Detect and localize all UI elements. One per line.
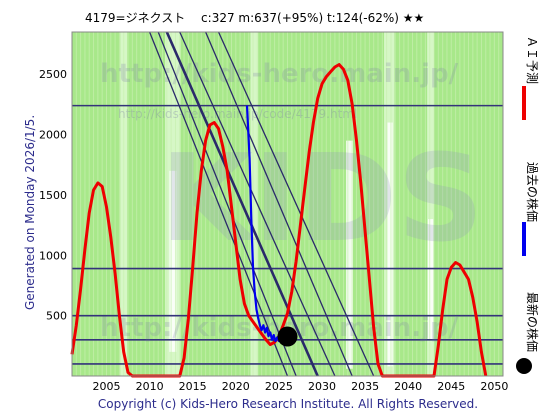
watermark-url: http://kids-hero.main.jp/	[100, 59, 459, 89]
latest-price-dot	[277, 326, 298, 347]
legend-label-0: ＡＩ予測	[525, 36, 539, 84]
copyright-text: Copyright (c) Kids-Hero Research Institu…	[98, 397, 478, 411]
light-band-4	[427, 32, 435, 376]
legend-label-1: 過去の株価	[525, 162, 540, 222]
trend-line-2	[165, 31, 319, 377]
white-band-3	[428, 219, 434, 340]
trend-line-5	[217, 31, 375, 377]
x-tick-label: 2040	[394, 380, 422, 393]
trend-lines	[148, 31, 375, 377]
x-tick-label: 2005	[92, 380, 120, 393]
white-band-2	[387, 122, 393, 367]
x-tick-label: 2045	[437, 380, 465, 393]
x-tick-label: 2035	[351, 380, 379, 393]
y-tick-label: 1500	[39, 189, 67, 202]
trend-line-1	[157, 31, 297, 377]
y-tick-label: 500	[46, 310, 67, 323]
watermark-code-url: http://kids-hero.main.jp/code/4179.html	[118, 107, 357, 121]
plot-background	[72, 32, 503, 376]
trend-line-0	[148, 31, 289, 377]
x-tick-label: 2010	[136, 380, 164, 393]
white-band-0	[169, 170, 177, 352]
y-tick-label: 2000	[39, 129, 67, 142]
watermark-layer: http://kids-hero.main.jp/ http://kids-he…	[100, 59, 484, 343]
watermark-logo: KIDS	[160, 130, 484, 269]
x-axis-ticks: 2005 2010 2015 2020 2025 2030 2035 2040 2045 2050	[92, 380, 508, 393]
legend-swatch-2	[516, 358, 532, 374]
x-tick-label: 2015	[179, 380, 207, 393]
trend-line-3	[179, 31, 336, 377]
y-tick-label: 2500	[39, 68, 67, 81]
legend-label-2: 最新の株価	[525, 292, 540, 352]
x-tick-label: 2050	[480, 380, 508, 393]
light-band-2	[250, 32, 259, 376]
x-tick-label: 2030	[308, 380, 336, 393]
chart-title: 4179=ジネクスト c:327 m:637(+95%) t:124(-62%)…	[85, 11, 424, 25]
white-band-1	[346, 140, 354, 369]
x-tick-label: 2020	[222, 380, 250, 393]
latest-price-layer	[277, 326, 298, 347]
generated-date-label: Generated on Monday 2026/1/5.	[23, 115, 37, 310]
plot-frame	[71, 31, 504, 377]
y-tick-label: 1000	[39, 249, 67, 262]
x-tick-label: 2025	[265, 380, 293, 393]
trend-line-4	[205, 31, 353, 377]
y-axis-ticks: 500 1000 1500 2000 2500	[39, 68, 67, 322]
